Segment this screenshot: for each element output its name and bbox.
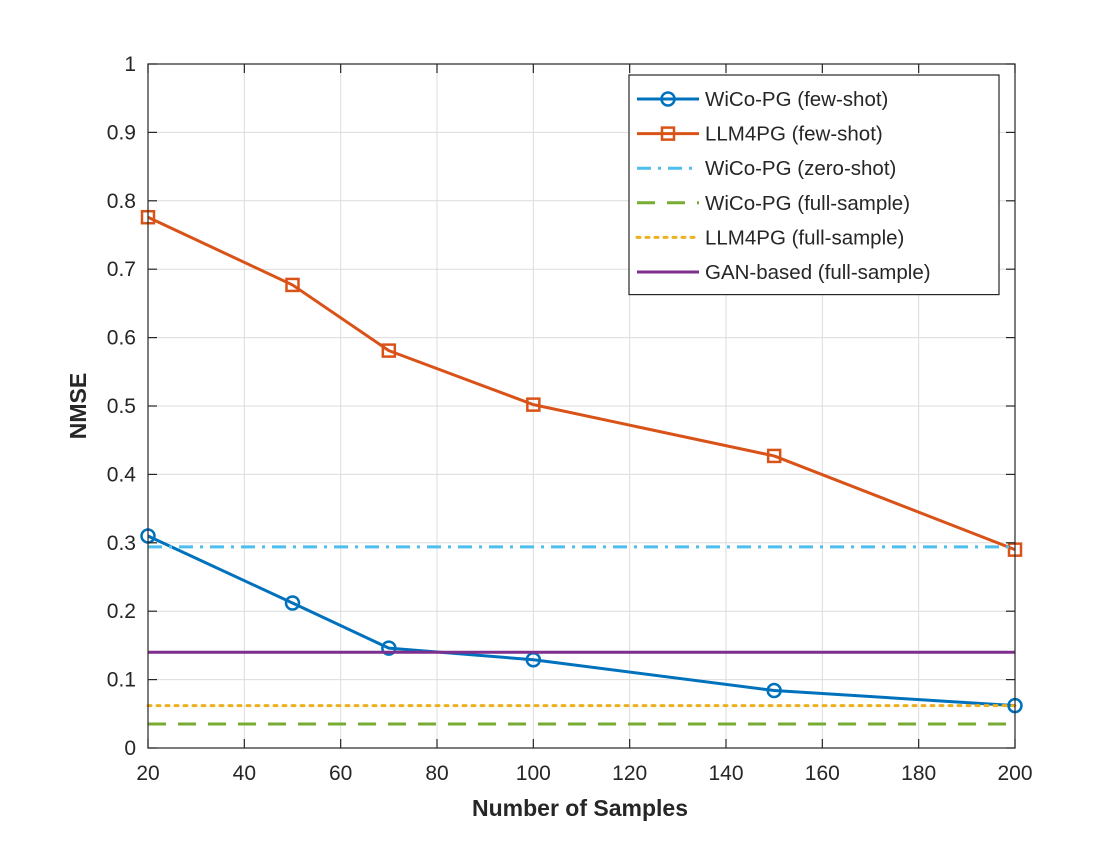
legend: WiCo-PG (few-shot) LLM4PG (few-shot) WiCo-…	[628, 74, 1000, 296]
legend-entry-label: LLM4PG (full-sample)	[705, 226, 904, 249]
data-point-marker	[381, 343, 397, 358]
legend-entry-label: WiCo-PG (few-shot)	[705, 88, 888, 111]
legend-entry-label: WiCo-PG (zero-shot)	[705, 157, 896, 180]
legend-box	[628, 74, 1000, 296]
x-tick-label: 140	[708, 762, 743, 785]
x-tick-label: 60	[329, 762, 352, 785]
x-tick-label: 120	[612, 762, 647, 785]
y-tick-label: 0.2	[107, 600, 136, 623]
x-tick-label: 40	[233, 762, 256, 785]
x-tick-label: 20	[136, 762, 159, 785]
x-axis-label: Number of Samples	[472, 795, 688, 821]
y-tick-label: 0.6	[107, 327, 136, 350]
data-point-marker	[766, 682, 782, 699]
x-tick-label: 100	[516, 762, 551, 785]
y-tick-label: 0	[124, 737, 136, 760]
y-tick-label: 0.3	[107, 532, 136, 555]
y-tick-label: 0.8	[107, 190, 136, 213]
data-point-marker	[285, 277, 300, 293]
y-tick-label: 0.5	[107, 395, 136, 418]
legend-swatch-marker	[660, 126, 676, 141]
data-point-marker	[381, 640, 397, 656]
y-axis-label: NMSE	[65, 373, 91, 439]
legend-swatch-marker	[660, 91, 676, 107]
x-tick-label: 180	[901, 762, 936, 785]
data-point-marker	[526, 397, 541, 412]
data-point-marker	[766, 448, 782, 464]
y-tick-label: 1	[124, 53, 136, 76]
series-layer	[140, 209, 1023, 726]
axes-layer: 20 40 60 80 100 120 140 160 180 200 0 0.1 0.2 0.3 0.4 0…	[107, 53, 1033, 785]
x-tick-label: 160	[805, 762, 840, 785]
legend-entry-label: GAN-based (full-sample)	[705, 261, 931, 284]
legend-entry-label: WiCo-PG (full-sample)	[705, 192, 910, 215]
series-line	[147, 534, 1016, 708]
y-tick-label: 0.7	[107, 258, 136, 281]
y-tick-label: 0.4	[107, 463, 137, 486]
data-point-marker	[284, 595, 301, 611]
y-tick-label: 0.1	[107, 669, 136, 692]
x-tick-label: 80	[425, 762, 448, 785]
series-line	[147, 215, 1016, 552]
legend-entry-label: LLM4PG (few-shot)	[705, 123, 883, 146]
y-tick-label: 0.9	[107, 121, 136, 144]
x-tick-label: 200	[997, 762, 1032, 785]
